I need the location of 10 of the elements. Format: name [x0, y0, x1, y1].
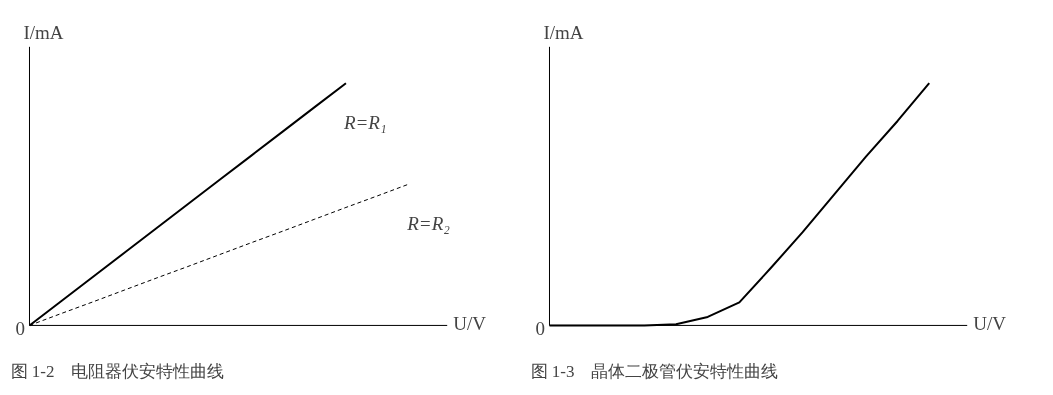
y-axis-title: I/mA: [23, 21, 64, 43]
y-axis-title: I/mA: [543, 21, 584, 43]
text: 图 1-3 晶体二极管伏安特性曲线: [530, 361, 779, 381]
series-label: R=R₁: [342, 112, 387, 134]
text: 0: [535, 318, 545, 340]
x-axis-title: U/V: [973, 313, 1007, 335]
text: 图 1-2 电阻器伏安特性曲线: [10, 361, 225, 381]
series-label: R=R₂: [406, 212, 451, 234]
text: 0: [15, 318, 25, 340]
x-axis-title: U/V: [453, 313, 487, 335]
